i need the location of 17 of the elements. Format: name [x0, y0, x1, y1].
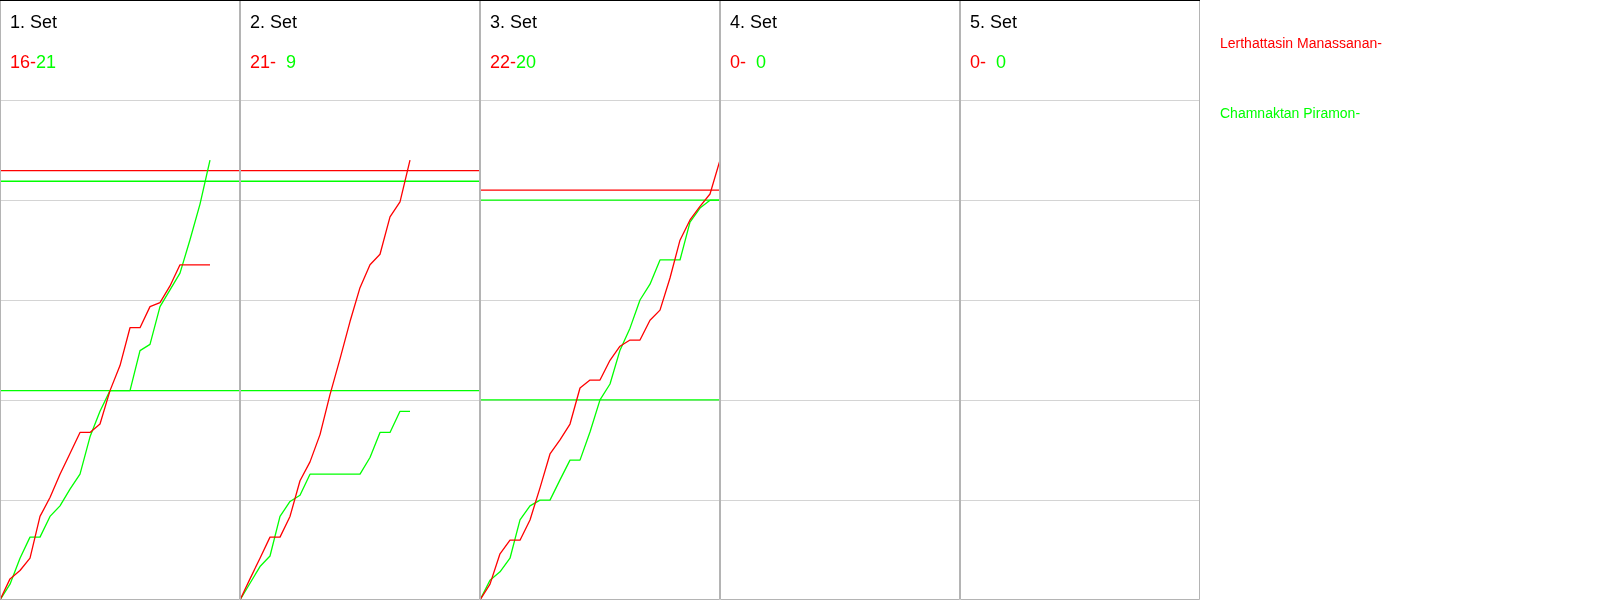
chart-title: 1. Set: [10, 12, 58, 32]
legend-label: Lerthattasin Manassanan-: [1220, 35, 1383, 51]
text: 0-: [730, 52, 747, 72]
text: 9: [286, 52, 297, 72]
text: 4. Set: [730, 12, 778, 32]
text: 20: [516, 52, 537, 72]
text: 0: [756, 52, 767, 72]
text: 0-: [970, 52, 987, 72]
text: 16-: [10, 52, 37, 72]
text: 0: [996, 52, 1007, 72]
legend-label: Chamnaktan Piramon-: [1220, 105, 1361, 121]
text: 22-: [490, 52, 517, 72]
text: 21-: [250, 52, 277, 72]
chart-title: 3. Set: [490, 12, 538, 32]
chart-title: 2. Set: [250, 12, 298, 32]
text: 5. Set: [970, 12, 1018, 32]
text: 21: [36, 52, 57, 72]
